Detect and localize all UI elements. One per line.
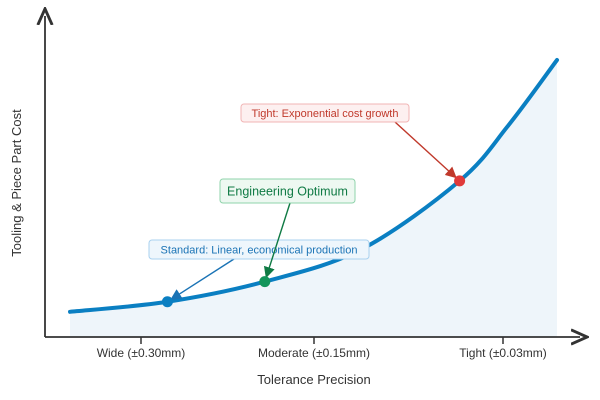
cost-area-fill (70, 60, 557, 337)
y-axis-title: Tooling & Piece Part Cost (9, 109, 24, 257)
x-tick-label: Moderate (±0.15mm) (258, 346, 370, 360)
data-point (454, 175, 466, 187)
x-tick-label: Wide (±0.30mm) (97, 346, 186, 360)
annotation-label: Engineering Optimum (227, 185, 348, 199)
x-tick-group: Wide (±0.30mm) Moderate (±0.15mm) Tight (±… (97, 337, 547, 360)
annotation-arrow (394, 121, 457, 179)
annotation-arrow (263, 202, 291, 279)
annotation-group: Standard: Linear, economical production E… (148, 103, 466, 308)
annotation-label: Standard: Linear, economical production (161, 244, 358, 256)
annotation-arrow (170, 258, 235, 300)
x-axis-title: Tolerance Precision (257, 372, 370, 387)
annotation-box (240, 103, 410, 123)
annotation-label: Tight: Exponential cost growth (252, 108, 399, 120)
x-tick-label: Tight (±0.03mm) (459, 346, 547, 360)
data-point (161, 296, 173, 308)
annotation-box (148, 239, 370, 260)
annotation-box (219, 178, 356, 204)
data-point (259, 276, 271, 288)
